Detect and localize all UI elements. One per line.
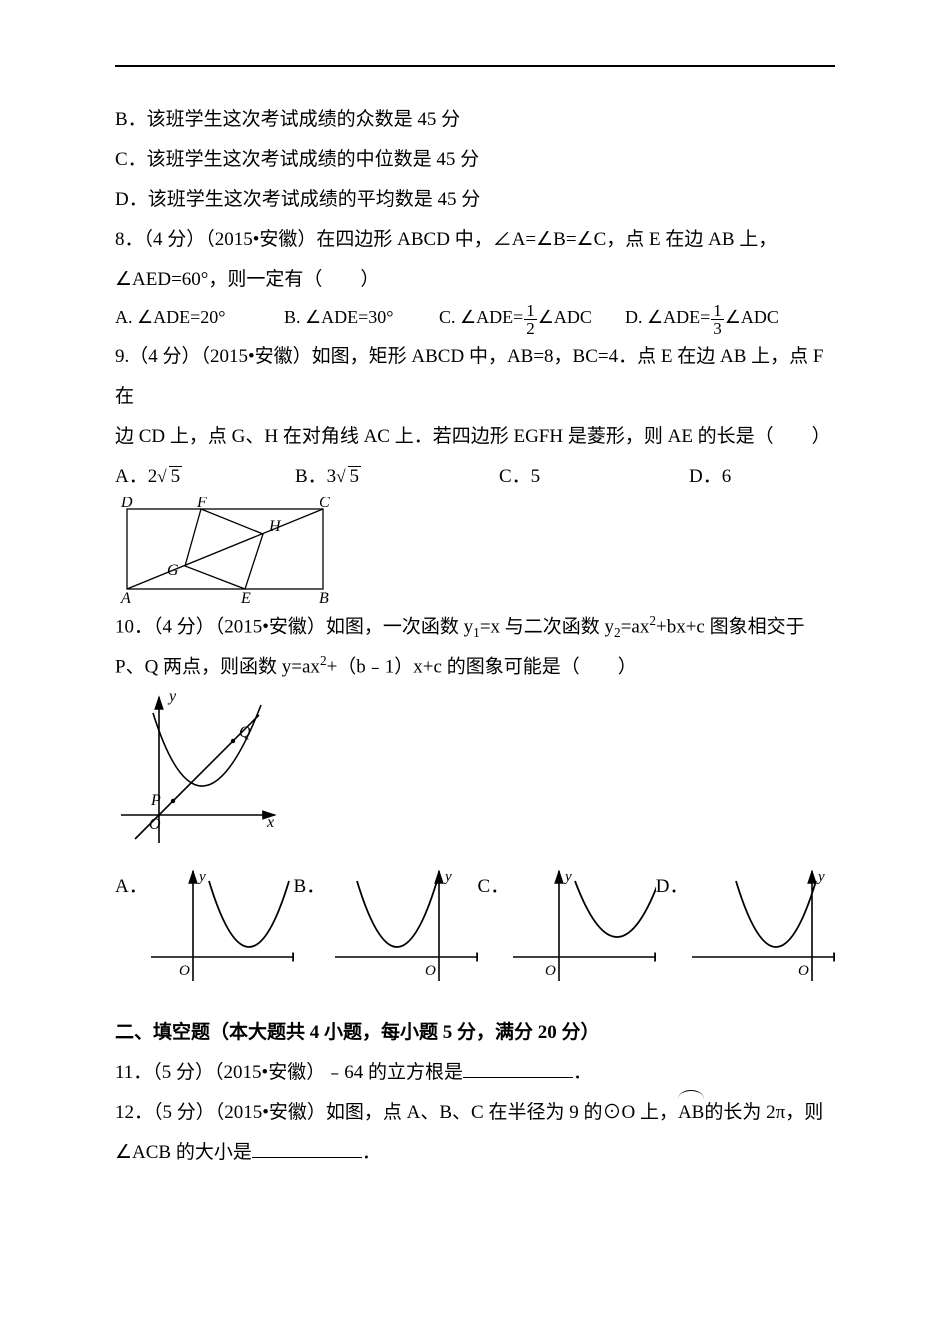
svg-text:y: y xyxy=(167,688,177,705)
svg-text:O: O xyxy=(179,963,190,979)
sqrt-icon: 5 xyxy=(348,466,362,486)
t: P、Q 两点，则函数 y=ax xyxy=(115,656,320,677)
q12-post: 的长为 2π，则 xyxy=(704,1102,823,1123)
svg-text:O: O xyxy=(149,816,161,833)
q12-line1: 12．（5 分）（2015•安徽）如图，点 A、B、C 在半径为 9 的⊙O 上… xyxy=(115,1093,835,1133)
svg-text:H: H xyxy=(268,518,282,535)
svg-text:y: y xyxy=(197,869,206,885)
sup: 2 xyxy=(320,653,327,668)
t: =ax xyxy=(621,616,650,637)
exam-page: B．该班学生这次考试成绩的众数是 45 分 C．该班学生这次考试成绩的中位数是 … xyxy=(0,0,950,1344)
frac-num: 1 xyxy=(524,302,537,320)
q11: 11．（5 分）（2015•安徽）﹣64 的立方根是 ． xyxy=(115,1053,835,1093)
sqrt-icon: 5 xyxy=(169,466,183,486)
svg-text:A: A xyxy=(120,590,131,607)
top-rule xyxy=(115,65,835,67)
q9-a-pre: A．2 xyxy=(115,466,157,487)
svg-text:O: O xyxy=(545,963,556,979)
q10-label-a: A． xyxy=(115,863,147,907)
q11-pre: 11．（5 分）（2015•安徽）﹣64 的立方根是 xyxy=(115,1062,463,1083)
svg-text:O: O xyxy=(798,963,809,979)
content: B．该班学生这次考试成绩的众数是 45 分 C．该班学生这次考试成绩的中位数是 … xyxy=(115,100,835,1173)
sup: 2 xyxy=(649,613,656,628)
q7-opt-c: C．该班学生这次考试成绩的中位数是 45 分 xyxy=(115,140,835,180)
q9-opt-d: D．6 xyxy=(689,457,835,497)
arc-icon: AB xyxy=(678,1093,704,1133)
q8-d-pre: D. ∠ADE= xyxy=(625,307,710,327)
fraction-icon: 12 xyxy=(524,302,537,337)
q12-2-post: ． xyxy=(362,1142,381,1163)
q8-stem-1: 8．（4 分）（2015•安徽）在四边形 ABCD 中，∠A=∠B=∠C，点 E… xyxy=(115,220,835,260)
svg-text:P: P xyxy=(150,792,161,809)
q12-2-pre: ∠ACB 的大小是 xyxy=(115,1142,252,1163)
t: 10．（4 分）（2015•安徽）如图，一次函数 y xyxy=(115,616,473,637)
fill-blank[interactable] xyxy=(463,1058,573,1078)
q10-label-c: C． xyxy=(478,863,510,907)
q11-post: ． xyxy=(573,1062,592,1083)
q10-opt-c-fig: Oxy xyxy=(509,863,656,987)
t: +（b﹣1）x+c 的图象可能是（ ） xyxy=(327,656,637,677)
q7-opt-b: B．该班学生这次考试成绩的众数是 45 分 xyxy=(115,100,835,140)
q8-opt-d: D. ∠ADE=13∠ADC xyxy=(625,299,835,337)
q10-options: A． Oxy B． Oxy C． Oxy D． Oxy xyxy=(115,863,835,987)
q8-d-post: ∠ADC xyxy=(725,307,779,327)
q9-b-pre: B．3 xyxy=(295,466,336,487)
fill-blank[interactable] xyxy=(252,1138,362,1158)
svg-text:B: B xyxy=(319,590,329,607)
svg-text:F: F xyxy=(196,497,207,511)
q10-stem-2: P、Q 两点，则函数 y=ax2+（b﹣1）x+c 的图象可能是（ ） xyxy=(115,647,835,687)
sub: 2 xyxy=(614,625,621,640)
t: =x 与二次函数 y xyxy=(480,616,614,637)
q10-stem-1: 10．（4 分）（2015•安徽）如图，一次函数 y1=x 与二次函数 y2=a… xyxy=(115,607,835,647)
svg-text:y: y xyxy=(443,869,452,885)
q8-opt-b: B. ∠ADE=30° xyxy=(284,299,439,337)
frac-den: 2 xyxy=(524,320,537,337)
q8-stem-2: ∠AED=60°，则一定有（ ） xyxy=(115,260,835,300)
q10-opt-a-fig: Oxy xyxy=(147,863,294,987)
q8-opt-a: A. ∠ADE=20° xyxy=(115,299,284,337)
q9-opt-c: C．5 xyxy=(499,457,689,497)
q10-label-d: D． xyxy=(656,863,689,907)
svg-text:G: G xyxy=(167,562,179,579)
frac-num: 1 xyxy=(711,302,724,320)
svg-text:y: y xyxy=(816,869,825,885)
q12-line2: ∠ACB 的大小是 ． xyxy=(115,1133,835,1173)
q8-options: A. ∠ADE=20° B. ∠ADE=30° C. ∠ADE=12∠ADC D… xyxy=(115,299,835,337)
frac-den: 3 xyxy=(711,320,724,337)
q8-opt-c: C. ∠ADE=12∠ADC xyxy=(439,299,625,337)
q7-opt-d: D．该班学生这次考试成绩的平均数是 45 分 xyxy=(115,180,835,220)
q9-opt-b: B．3√5 xyxy=(295,457,499,497)
q10-given-figure: P Q Ox y xyxy=(115,687,285,857)
q9-figure: D F C H G A E B xyxy=(115,497,335,607)
svg-text:C: C xyxy=(319,497,330,511)
svg-text:y: y xyxy=(563,869,572,885)
svg-text:E: E xyxy=(240,590,251,607)
q8-c-post: ∠ADC xyxy=(538,307,592,327)
q12-pre: 12．（5 分）（2015•安徽）如图，点 A、B、C 在半径为 9 的⊙O 上… xyxy=(115,1102,678,1123)
q10-label-b: B． xyxy=(294,863,332,907)
q10-opt-b-fig: Oxy xyxy=(331,863,478,987)
svg-text:Q: Q xyxy=(239,724,251,741)
svg-text:O: O xyxy=(425,963,436,979)
t: +bx+c 图象相交于 xyxy=(656,616,805,637)
section2-heading: 二、填空题（本大题共 4 小题，每小题 5 分，满分 20 分） xyxy=(115,1013,835,1053)
sub: 1 xyxy=(473,625,480,640)
q9-options: A．2√5 B．3√5 C．5 D．6 xyxy=(115,457,835,497)
q8-c-pre: C. ∠ADE= xyxy=(439,307,523,327)
q9-stem-2: 边 CD 上，点 G、H 在对角线 AC 上．若四边形 EGFH 是菱形，则 A… xyxy=(115,417,835,457)
svg-text:D: D xyxy=(120,497,133,511)
svg-text:x: x xyxy=(266,814,274,831)
q10-opt-d-fig: Oxy xyxy=(688,863,835,987)
fraction-icon: 13 xyxy=(711,302,724,337)
q9-opt-a: A．2√5 xyxy=(115,457,295,497)
q9-stem-1: 9.（4 分）（2015•安徽）如图，矩形 ABCD 中，AB=8，BC=4．点… xyxy=(115,337,835,417)
